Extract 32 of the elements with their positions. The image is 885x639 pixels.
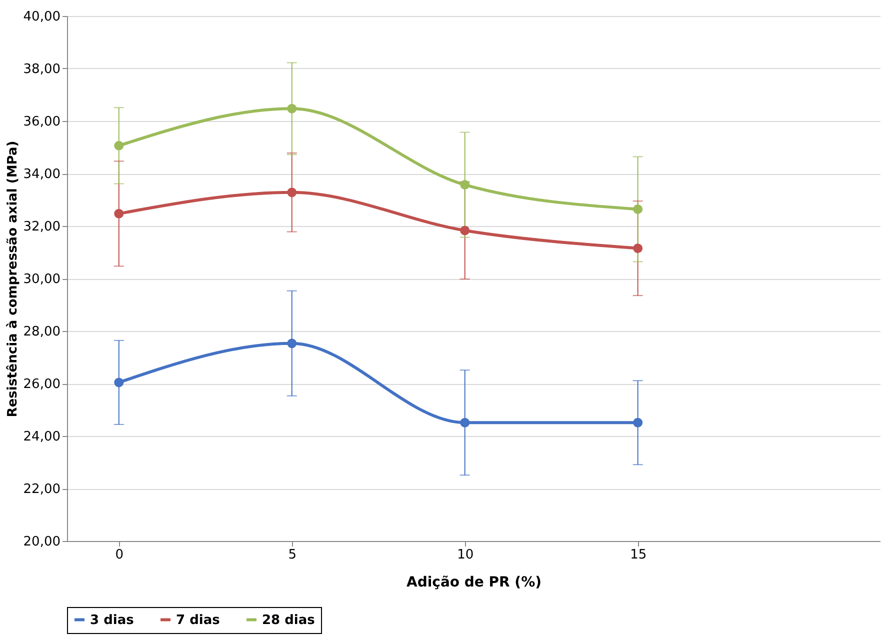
point: [114, 378, 124, 388]
point: [287, 338, 297, 348]
point: [114, 140, 124, 150]
legend-label: 3 dias: [90, 612, 134, 628]
y-tick-label: 20,00: [23, 534, 60, 550]
x-tick-label: 15: [630, 548, 647, 562]
x-tick-label: 0: [115, 548, 124, 562]
y-tick-label: 30,00: [23, 272, 60, 287]
point: [460, 180, 470, 190]
point: [633, 244, 643, 254]
y-tick-label: 26,00: [23, 377, 60, 392]
x-tick-label: 5: [288, 548, 297, 562]
y-tick-label: 36,00: [23, 114, 60, 130]
y-tick-label: 22,00: [23, 482, 60, 497]
legend-label: 7 dias: [176, 612, 220, 628]
point: [287, 188, 297, 198]
point: [287, 104, 297, 114]
y-tick-label: 34,00: [23, 167, 60, 182]
x-tick-label: 10: [457, 548, 474, 562]
y-tick-label: 38,00: [23, 62, 60, 77]
x-axis-title: Adição de PR (%): [406, 574, 542, 590]
y-tick-label: 32,00: [23, 220, 60, 234]
legend-label: 28 dias: [262, 612, 316, 628]
y-axis-title: Resistência à compressão axial (MPa): [5, 140, 20, 418]
point: [633, 418, 643, 428]
y-tick-label: 24,00: [23, 430, 60, 444]
y-tick-label: 28,00: [23, 324, 60, 340]
point: [114, 208, 124, 218]
point: [460, 226, 470, 236]
point: [460, 418, 470, 428]
y-tick-label: 40,00: [23, 10, 60, 24]
point: [633, 204, 643, 214]
